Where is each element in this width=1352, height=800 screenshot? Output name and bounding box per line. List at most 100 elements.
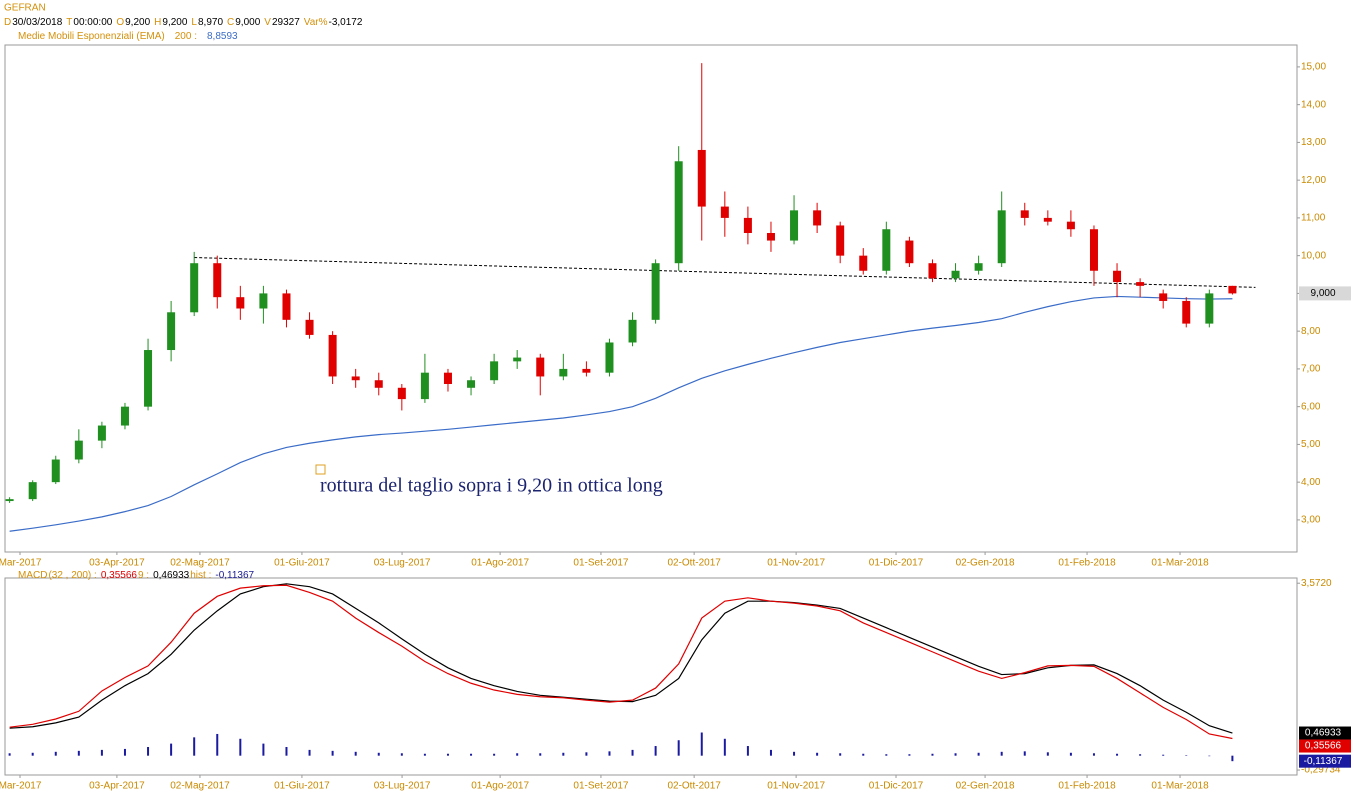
hist-bar [77,750,80,756]
x-tick-label: 02-Gen-2018 [956,781,1015,792]
hist-bar [193,737,196,756]
x-tick-label: 02-Ott-2017 [667,558,721,569]
header-line: D30/03/2018 T00:00:00 O9,200 H9,200 L8,970 C9… [4,17,363,28]
value-tag-label: 0,46933 [1305,728,1342,739]
hist-bar [769,749,772,756]
candle-body [674,161,683,264]
header-item: D [4,17,11,28]
x-tick-label: Mar-2017 [0,781,42,792]
header-item: 0,46933 [153,570,190,581]
x-tick-label: 01-Giu-2017 [274,781,330,792]
value-tag-label: 0,35566 [1305,741,1342,752]
ticker-title: GEFRAN [4,3,46,14]
candle-body [651,263,660,320]
header-item: O [116,17,124,28]
hist-bar [1046,752,1049,756]
hist-bar [331,750,334,756]
y-tick-label: 14,00 [1301,99,1326,110]
hist-bar [700,732,703,756]
hist-bar [1023,751,1026,756]
price-tag [1299,286,1351,301]
hist-bar [377,752,380,756]
candle-body [467,380,476,388]
hist-bar [1231,755,1234,762]
hist-bar [216,733,219,756]
candle-body [74,440,83,460]
header-item: 30/03/2018 [12,17,62,28]
x-tick-label: 01-Dic-2017 [869,781,924,792]
candle-body [213,263,222,298]
value-tag [1299,726,1351,740]
legend: Medie Mobili Esponenziali (EMA) 200 : 8,85… [18,31,238,42]
candle-body [1182,300,1191,324]
x-tick-label: 01-Nov-2017 [767,781,825,792]
header-item: H [154,17,161,28]
hist-bar [1116,753,1119,756]
candle-body [490,361,499,381]
hist-bar [1208,755,1211,757]
x-tick-label: 01-Ago-2017 [471,558,529,569]
candle-body [859,255,868,271]
hist-bar [931,753,934,756]
y-tick-label: 4,00 [1301,477,1321,488]
candle-body [536,357,545,377]
annotation-marker [315,464,326,475]
hist-bar [677,740,680,756]
header-item: 0,35566 [101,570,138,581]
candle-body [605,342,614,373]
hist-bar [631,749,634,756]
header-item: Var% [304,17,328,28]
hist-bar [147,746,150,756]
y-tick-label: 15,00 [1301,62,1326,73]
x-tick-label: 03-Lug-2017 [374,781,431,792]
hist-bar [1000,751,1003,756]
header-item: 9,200 [125,17,150,28]
candle-body [582,368,591,373]
hist-bar [493,753,496,756]
x-tick-label: 03-Apr-2017 [89,781,145,792]
hist-bar [446,753,449,756]
header-item: 00:00:00 [73,17,112,28]
candle-body [397,387,406,400]
candle-body [720,206,729,218]
macd-panel [4,577,1298,776]
x-tick-label: 01-Dic-2017 [869,558,924,569]
hist-bar [8,753,11,756]
candle-body [1136,282,1145,286]
candle-body [259,293,268,309]
macd-line [9,584,1233,740]
candle-body [282,293,291,320]
y-tick-label: 12,00 [1301,175,1326,186]
x-tick-label: 01-Ago-2017 [471,781,529,792]
x-tick-label: 02-Ott-2017 [667,781,721,792]
hist-bar [100,749,103,756]
candle-body [513,357,522,362]
x-tick-label: 01-Set-2017 [573,558,628,569]
hist-bar [746,746,749,756]
hist-bar [954,753,957,756]
header-item: 9,200 [162,17,187,28]
x-tick-label: 01-Nov-2017 [767,558,825,569]
y-tick-label: 7,00 [1301,364,1321,375]
candle-body [5,499,14,502]
candle-body [144,350,153,407]
header-item: 8,970 [198,17,223,28]
header-item: hist : [190,570,211,581]
hist-bar [516,753,519,756]
y-tick-label: 13,00 [1301,137,1326,148]
candle-body [351,376,360,381]
hist-bar [562,752,565,756]
hist-bar [723,738,726,756]
value-tag [1299,739,1351,753]
hist-bar [31,752,34,756]
y-tick-label: 6,00 [1301,401,1321,412]
candle-body [697,149,706,207]
candle-body [1205,293,1214,324]
candle-body [836,225,845,256]
header-item: MACD [18,570,47,581]
x-tick-label: 01-Feb-2018 [1058,781,1116,792]
candle-body [51,459,60,483]
y-tick-label: 8,00 [1301,326,1321,337]
hist-bar [308,749,311,756]
